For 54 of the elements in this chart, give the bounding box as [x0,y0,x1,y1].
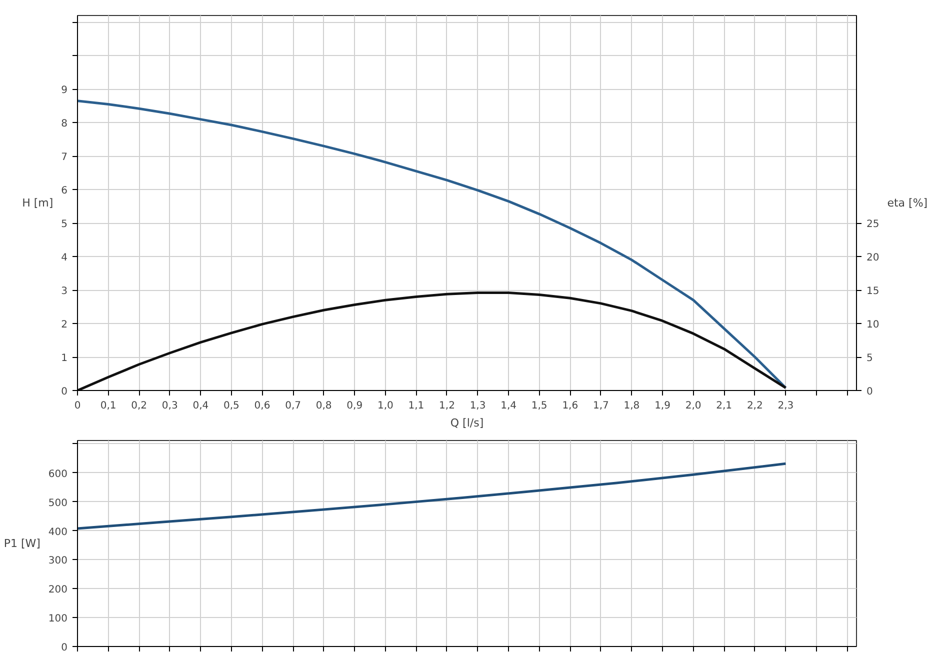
x-tick-label: 1,7 [592,400,609,412]
line-series [78,462,787,530]
x-tick-label: 0,7 [285,400,301,412]
x-tick-label: 0,9 [346,400,363,412]
y-axis-title: H [m] [22,196,54,210]
x-tick-label: 0 [74,400,81,412]
x-tick-label: 1,5 [531,400,548,412]
x-tick-label: 0,8 [316,400,332,412]
y-tick-label: 0 [61,386,68,398]
y-tick-label: 6 [61,186,68,197]
x-tick-label: 1,8 [624,400,640,412]
y-tick-label: 8 [61,118,68,130]
y2-tick-label: 5 [866,353,873,364]
y-tick-label: 600 [48,468,68,480]
x-tick-label: 2,2 [746,400,763,412]
x-tick-label: 1,0 [377,400,394,412]
y2-tick-label: 0 [866,386,873,398]
y-tick-label: 300 [48,556,68,567]
y-tick-label: 1 [61,353,68,364]
y-tick-label: 5 [61,219,68,230]
x-tick-label: 1,9 [654,400,670,412]
x-tick-label: 1,1 [408,400,424,412]
x-tick-label: 0,2 [131,400,148,412]
y-tick-label: 3 [61,286,68,298]
y-tick-label: 7 [61,152,68,164]
x-axis-title: Q [l/s] [450,416,484,430]
y-tick-label: 400 [48,526,68,538]
x-tick-label: 1,2 [439,400,455,412]
y-tick-label: 100 [48,614,68,625]
y-axis-title: P1 [W] [4,537,40,550]
y-tick-label: 2 [61,320,68,331]
x-tick-label: 1,6 [562,400,578,412]
x-tick-label: 0,5 [224,400,240,412]
y2-tick-label: 15 [866,286,880,298]
y-tick-label: 200 [48,584,68,596]
y2-tick-label: 10 [866,320,880,331]
x-tick-label: 1,3 [470,400,486,412]
line-series [78,100,787,390]
y2-tick-label: 20 [866,252,880,264]
y-tick-label: 500 [48,498,68,509]
x-tick-label: 2,0 [685,400,702,412]
x-tick-label: 0,3 [162,400,178,412]
x-tick-label: 2,1 [716,400,732,412]
x-tick-label: 1,4 [500,400,517,412]
x-tick-label: 0,6 [254,400,270,412]
y-tick-label: 9 [61,85,68,96]
y-tick-label: 4 [61,252,68,264]
line-series [78,291,787,390]
y-tick-label: 0 [61,642,68,654]
x-tick-label: 2,3 [778,400,794,412]
x-tick-label: 0,4 [192,400,209,412]
x-tick-label: 0,1 [100,400,116,412]
y2-tick-label: 25 [866,219,880,230]
y2-axis-title: eta [%] [887,196,928,210]
